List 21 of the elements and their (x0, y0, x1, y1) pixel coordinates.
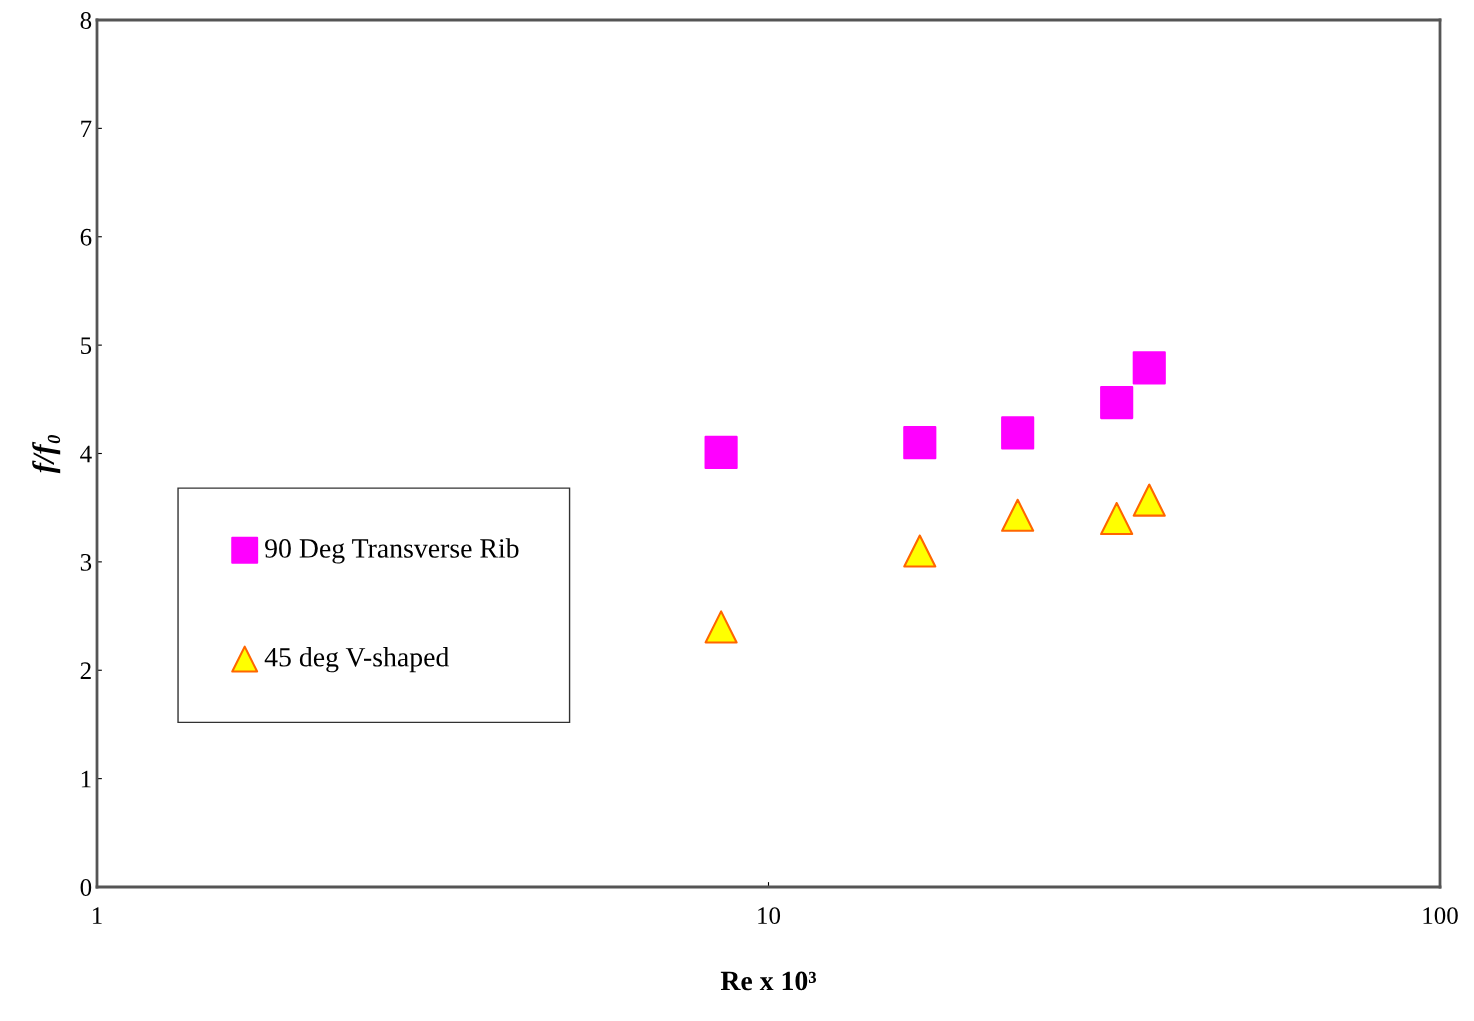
y-tick-label: 3 (80, 553, 92, 571)
point (903, 534, 937, 568)
y-tick-label: 1 (81, 770, 91, 788)
y-axis-title: f/f₀ (32, 435, 61, 474)
y-tick-label: 2 (80, 662, 91, 679)
y-tick-label: 6 (80, 228, 92, 246)
point (903, 426, 937, 460)
point (1100, 386, 1134, 420)
y-tick-label: 0 (80, 879, 92, 896)
point (1100, 501, 1134, 536)
y-tick-label: 8 (80, 12, 92, 29)
x-tick-label: 100 (1423, 907, 1458, 925)
legend-label: 90 Deg Transverse Rib (265, 538, 519, 564)
y-tick-label: 5 (81, 337, 92, 355)
y-tick-label: 7 (81, 120, 92, 138)
y-tick-label: 4 (80, 445, 92, 463)
point (1001, 416, 1035, 450)
x-axis-title: Re x 10³ (720, 971, 817, 991)
point (1001, 498, 1035, 532)
legend-label: 45 deg V-shaped (264, 647, 450, 673)
x-tick-label: 10 (758, 907, 781, 925)
